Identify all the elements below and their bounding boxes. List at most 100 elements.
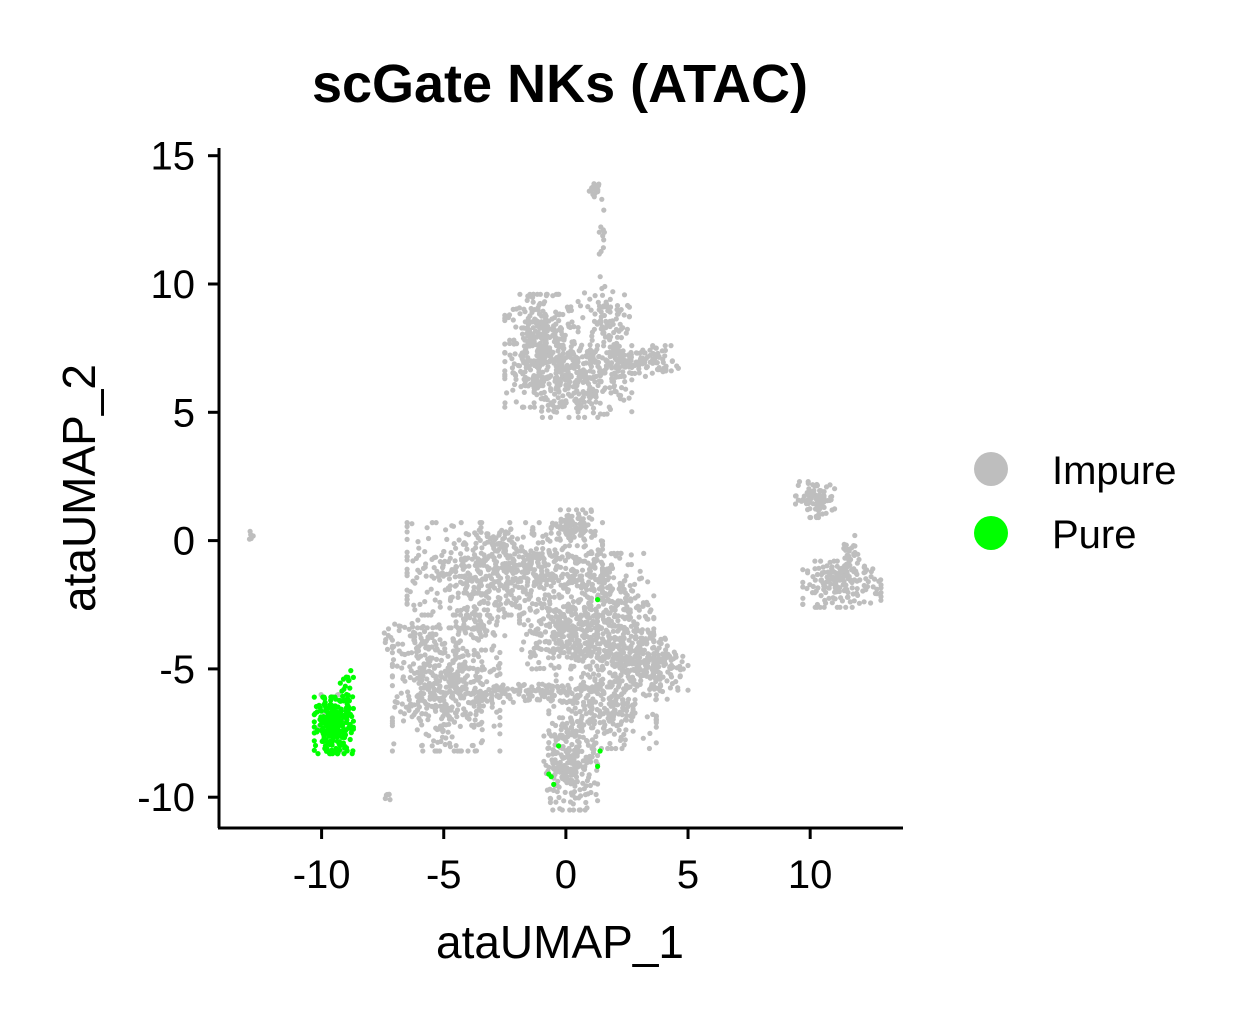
data-point: [494, 693, 500, 699]
data-point: [531, 400, 537, 406]
data-point: [495, 663, 501, 669]
data-point: [437, 604, 443, 610]
legend-marker-pure: [974, 516, 1008, 550]
data-point: [522, 597, 528, 604]
data-point: [346, 725, 352, 731]
data-point: [562, 387, 568, 393]
data-point: [645, 616, 651, 622]
data-point: [631, 622, 637, 628]
data-point: [417, 665, 423, 671]
data-point: [516, 554, 522, 560]
data-point: [429, 520, 435, 526]
data-point: [415, 644, 421, 650]
data-point: [578, 530, 584, 536]
data-point: [555, 625, 561, 631]
data-point: [572, 705, 578, 711]
data-point: [350, 705, 356, 712]
data-point: [521, 404, 527, 410]
data-point: [549, 692, 555, 699]
data-point: [531, 374, 537, 380]
data-point: [387, 797, 393, 803]
data-point: [560, 744, 566, 750]
data-point: [453, 743, 459, 749]
data-point: [868, 600, 874, 606]
data-point: [792, 501, 799, 507]
data-point: [624, 604, 630, 610]
data-point: [532, 317, 539, 323]
data-point: [486, 589, 492, 595]
data-point: [389, 674, 395, 680]
data-point: [443, 684, 449, 690]
data-point: [459, 668, 465, 674]
data-point: [572, 783, 578, 789]
data-point: [574, 700, 580, 706]
data-point: [852, 549, 858, 556]
data-point: [818, 593, 824, 599]
data-point: [496, 553, 503, 559]
data-point: [812, 566, 818, 572]
data-point: [849, 585, 855, 591]
data-point: [595, 633, 601, 639]
data-point: [395, 641, 401, 647]
data-point: [484, 698, 490, 704]
data-point: [868, 574, 874, 580]
data-point: [545, 402, 551, 408]
data-point: [563, 738, 569, 745]
data-point: [577, 807, 583, 813]
data-point: [588, 187, 595, 193]
data-point: [536, 639, 543, 645]
data-point: [641, 360, 648, 366]
data-point: [574, 753, 580, 759]
data-point: [465, 570, 471, 576]
data-point: [601, 580, 608, 586]
data-point: [647, 730, 653, 737]
data-point: [628, 643, 634, 649]
data-point: [314, 709, 320, 715]
data-point: [455, 647, 461, 653]
data-point: [475, 535, 481, 541]
data-point: [644, 599, 650, 605]
data-point: [545, 407, 552, 413]
data-point: [337, 743, 343, 749]
data-point: [534, 551, 541, 557]
data-point: [590, 659, 596, 665]
data-point: [636, 370, 642, 376]
data-point: [567, 799, 574, 805]
data-point: [429, 743, 435, 749]
data-point: [610, 714, 616, 720]
data-point: [646, 651, 652, 658]
data-point: [472, 530, 478, 536]
data-point: [435, 574, 442, 580]
data-point: [677, 663, 683, 670]
data-point: [524, 330, 530, 336]
data-point: [609, 378, 615, 384]
data-point: [559, 343, 565, 349]
data-point: [465, 578, 471, 584]
data-point: [311, 719, 317, 725]
data-point: [585, 685, 592, 691]
data-point: [669, 681, 676, 687]
data-point: [561, 650, 567, 656]
data-point: [594, 767, 600, 773]
data-point: [512, 551, 518, 557]
data-point: [552, 609, 558, 615]
data-point: [625, 673, 631, 680]
data-point: [502, 404, 508, 410]
data-point: [653, 692, 659, 698]
data-point: [613, 745, 619, 752]
data-point: [593, 646, 599, 652]
data-point: [540, 546, 546, 552]
data-point: [584, 594, 590, 600]
data-point: [510, 699, 516, 705]
data-point: [617, 321, 623, 327]
data-point: [600, 617, 607, 623]
data-point: [428, 586, 434, 592]
data-point: [320, 694, 326, 700]
data-point: [847, 599, 853, 605]
data-point: [541, 556, 547, 562]
data-point: [599, 681, 606, 687]
data-point: [598, 701, 604, 708]
data-point: [861, 570, 867, 576]
data-point: [580, 734, 586, 740]
data-point: [580, 379, 586, 385]
